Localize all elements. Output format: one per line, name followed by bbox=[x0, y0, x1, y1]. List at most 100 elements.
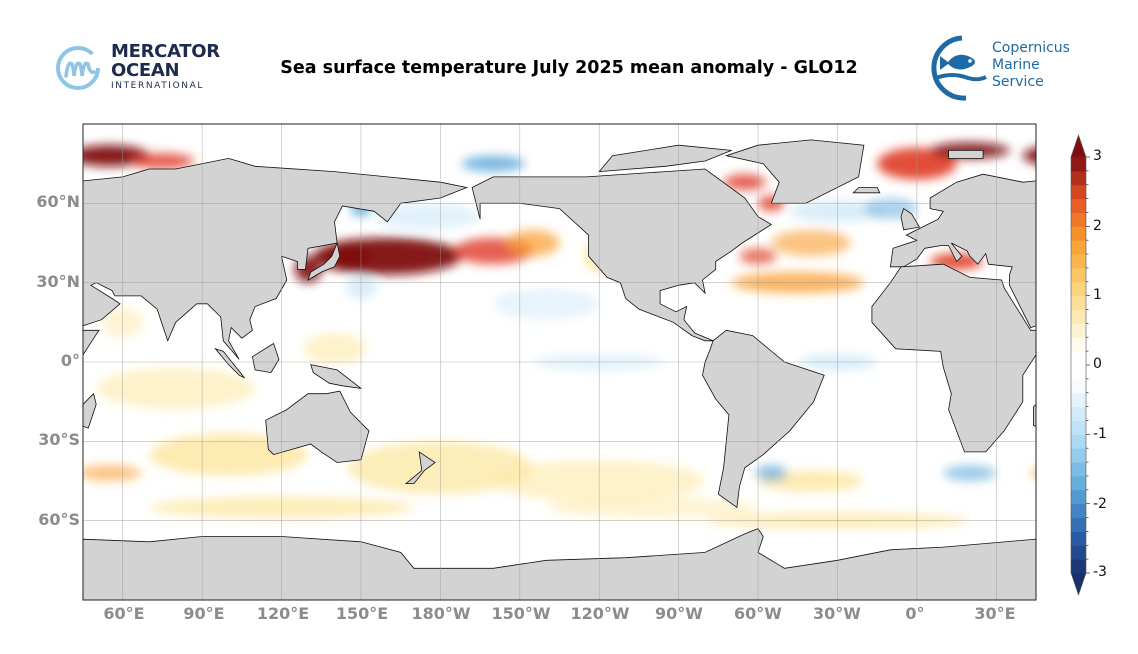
lon-label: 180°W bbox=[411, 604, 471, 623]
land-japan bbox=[307, 241, 341, 281]
lon-label: 90°W bbox=[655, 604, 703, 623]
lon-label: 150°W bbox=[491, 604, 551, 623]
copernicus-name: Copernicus Marine Service bbox=[992, 40, 1092, 91]
land-masses bbox=[83, 139, 1036, 600]
colorbar-band bbox=[1071, 378, 1086, 394]
lon-label: 120°E bbox=[256, 604, 310, 623]
colorbar-band bbox=[1071, 337, 1086, 352]
colorbar-band bbox=[1071, 448, 1086, 463]
anomaly-patch bbox=[1084, 153, 1138, 169]
colorbar-band bbox=[1071, 184, 1086, 200]
colorbar-tick-label: 0 bbox=[1093, 356, 1102, 372]
land-antarctica bbox=[83, 528, 1036, 600]
lon-label: 60°E bbox=[103, 604, 145, 623]
colorbar-band bbox=[1071, 254, 1086, 269]
colorbar-band bbox=[1071, 434, 1086, 449]
colorbar-band bbox=[1071, 503, 1086, 519]
anomaly-patch bbox=[461, 155, 526, 172]
colorbar-band bbox=[1071, 489, 1086, 505]
colorbar-band bbox=[1071, 170, 1086, 186]
anomaly-patch bbox=[506, 229, 560, 257]
mercator-name: MERCATOR OCEAN bbox=[111, 42, 220, 80]
land-nz bbox=[404, 451, 436, 484]
colorbar-band bbox=[1071, 295, 1086, 311]
colorbar-band bbox=[1071, 309, 1086, 324]
colorbar-band bbox=[1071, 323, 1086, 338]
anomaly-patch bbox=[493, 287, 600, 320]
anomaly-patch bbox=[1049, 367, 1138, 409]
anomaly-patch bbox=[83, 465, 142, 481]
lat-label-60s: 60°S bbox=[38, 510, 80, 529]
chart-title: Sea surface temperature July 2025 mean a… bbox=[280, 58, 858, 78]
colorbar-band bbox=[1071, 351, 1086, 366]
colorbar-tick-label: -3 bbox=[1093, 564, 1107, 580]
land-eurasia bbox=[83, 157, 469, 360]
anomaly-patch bbox=[1022, 147, 1036, 164]
land-newguinea bbox=[310, 364, 363, 390]
lat-label-30s: 30°S bbox=[38, 430, 80, 449]
land-africa bbox=[83, 329, 100, 356]
colorbar-band bbox=[1071, 462, 1086, 477]
mercator-ocean-logo: MERCATOR OCEAN INTERNATIONAL bbox=[54, 42, 224, 94]
anomaly-patch bbox=[0, 254, 30, 270]
land-africa bbox=[871, 263, 1036, 453]
land-svalbard bbox=[948, 150, 984, 159]
gridlines bbox=[83, 124, 1036, 600]
logo-line2: OCEAN bbox=[111, 60, 180, 81]
logo-line1: MERCATOR bbox=[111, 41, 220, 62]
copernicus-marine-logo: Copernicus Marine Service bbox=[922, 34, 1092, 102]
land-borneo bbox=[251, 342, 280, 374]
anomaly-patch bbox=[0, 513, 17, 529]
lat-label-30n: 30°N bbox=[36, 272, 80, 291]
colorbar-band bbox=[1071, 475, 1086, 491]
anomaly-patch bbox=[0, 148, 4, 180]
colorbar-band bbox=[1071, 365, 1086, 380]
logo-line2: Marine Service bbox=[992, 57, 1044, 90]
lon-label: 0° bbox=[905, 604, 925, 623]
land-eurasia bbox=[889, 173, 1036, 329]
colorbar-tick-label: 2 bbox=[1093, 218, 1102, 234]
anomaly-patch bbox=[130, 153, 195, 169]
colorbar-band bbox=[1071, 157, 1086, 172]
anomaly-patch bbox=[755, 465, 788, 482]
anomaly-patch bbox=[0, 143, 57, 159]
lon-label: 150°E bbox=[335, 604, 389, 623]
mercator-sub: INTERNATIONAL bbox=[111, 81, 204, 91]
colorbar-extend-min bbox=[1071, 573, 1086, 595]
anomaly-patch bbox=[302, 332, 367, 365]
colorbar-band bbox=[1071, 531, 1086, 546]
land-namerica bbox=[471, 168, 773, 342]
colorbar-band bbox=[1071, 406, 1086, 421]
land-antarctica bbox=[83, 538, 84, 600]
colorbar-band bbox=[1071, 545, 1086, 560]
colorbar-band bbox=[1071, 281, 1086, 297]
anomaly-patch bbox=[771, 229, 851, 257]
colorbar-band bbox=[1071, 240, 1086, 255]
colorbar-band bbox=[1071, 226, 1086, 241]
lon-label: 90°E bbox=[183, 604, 225, 623]
anomaly-patch bbox=[1030, 468, 1036, 478]
land-antarctica bbox=[1035, 538, 1036, 600]
colorbar-band bbox=[1071, 517, 1086, 532]
lat-label-60n: 60°N bbox=[36, 192, 80, 211]
colorbar-band bbox=[1071, 392, 1086, 408]
land-canada_islands bbox=[598, 144, 732, 173]
colorbar-tick-label: 3 bbox=[1093, 148, 1102, 164]
colorbar bbox=[1070, 134, 1090, 596]
fish-wave-icon bbox=[931, 35, 987, 101]
anomaly-patch bbox=[374, 203, 481, 230]
anomaly-patch bbox=[1102, 497, 1138, 518]
colorbar-band bbox=[1071, 420, 1086, 435]
land-iceland bbox=[852, 187, 881, 194]
colorbar-band bbox=[1071, 212, 1086, 227]
land-madagascar bbox=[83, 392, 97, 429]
lon-label: 30°E bbox=[974, 604, 1016, 623]
anomaly-patch bbox=[96, 367, 256, 410]
colorbar-band bbox=[1071, 559, 1086, 574]
land-australia bbox=[265, 390, 370, 463]
anomaly-patch bbox=[1102, 433, 1138, 475]
anomaly-patch bbox=[723, 174, 766, 191]
colorbar-tick-label: -1 bbox=[1093, 426, 1107, 442]
lat-label-0: 0° bbox=[60, 351, 80, 370]
